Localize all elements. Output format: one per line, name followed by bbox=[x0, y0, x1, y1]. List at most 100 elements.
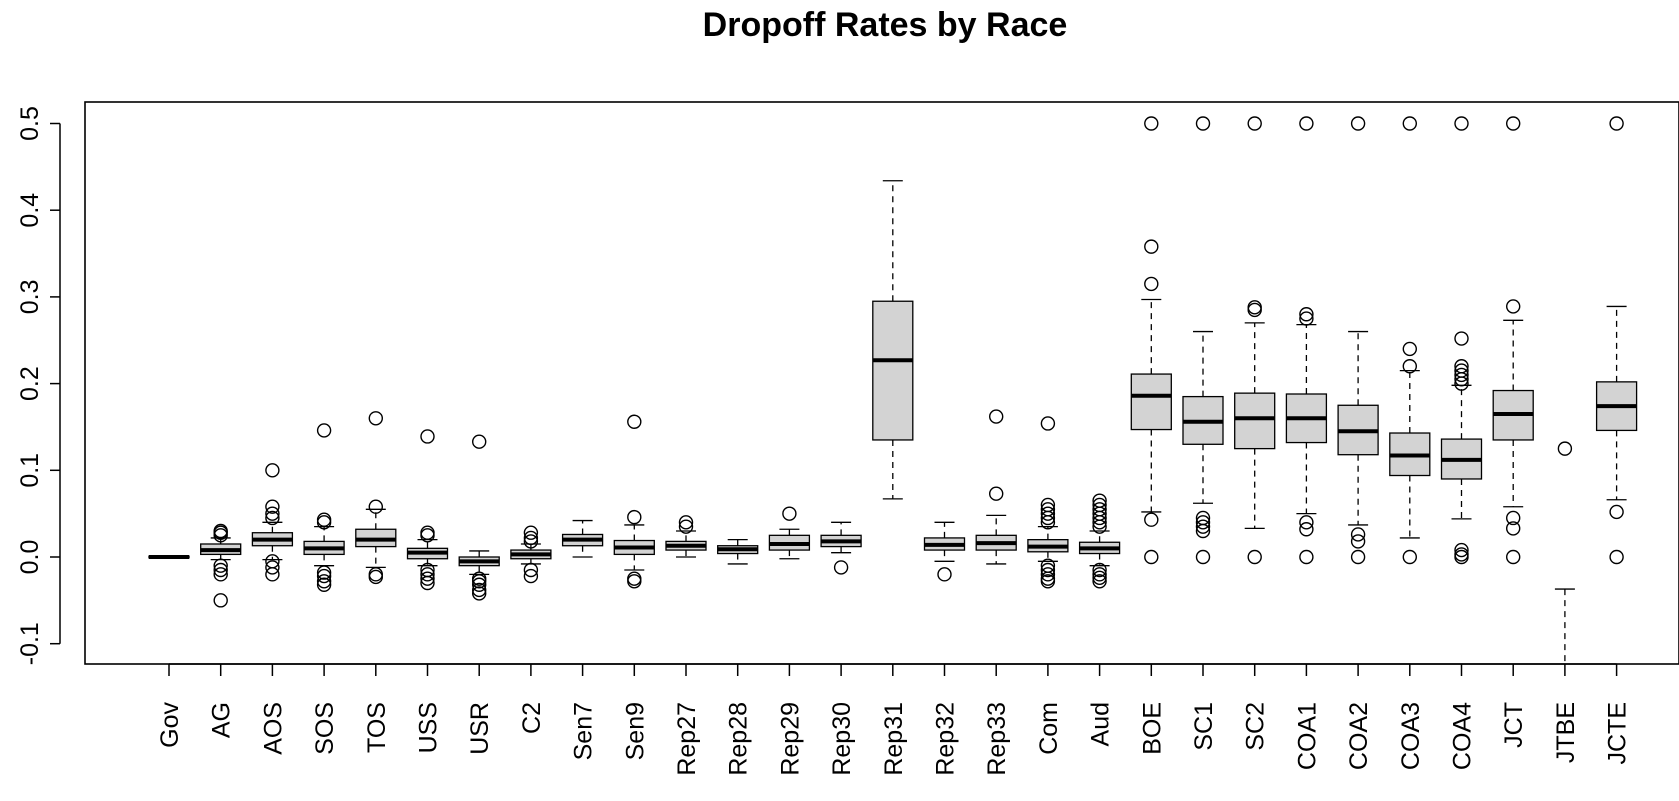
box-sc2 bbox=[1234, 116, 1276, 565]
box-rep30 bbox=[820, 521, 862, 575]
outlier-point bbox=[1454, 331, 1469, 346]
y-tick-label: 0.1 bbox=[16, 453, 44, 488]
x-tick-label: Rep27 bbox=[673, 702, 701, 776]
outlier-point bbox=[265, 510, 280, 526]
x-tick-label: JTBE bbox=[1552, 702, 1580, 763]
outlier-point bbox=[1505, 521, 1521, 536]
x-tick-label: SC2 bbox=[1242, 702, 1270, 751]
outlier-point bbox=[316, 512, 332, 527]
box-aud bbox=[1078, 493, 1121, 589]
outlier-point bbox=[523, 562, 539, 578]
outlier-point bbox=[1195, 549, 1211, 565]
outlier-point bbox=[265, 506, 280, 521]
outlier-point bbox=[1144, 549, 1159, 565]
outlier-point bbox=[420, 571, 435, 586]
y-tick-label: 0.0 bbox=[16, 540, 44, 575]
box-usr bbox=[458, 434, 500, 601]
outlier-point bbox=[1040, 506, 1056, 521]
x-tick-label: Com bbox=[1035, 702, 1063, 755]
outlier-point bbox=[1040, 497, 1056, 513]
outlier-point bbox=[1195, 519, 1211, 534]
box-rep32 bbox=[923, 521, 966, 582]
outlier-point bbox=[523, 568, 539, 584]
outlier-point bbox=[1402, 116, 1418, 131]
x-tick-label: SOS bbox=[311, 702, 339, 755]
x-tick-label: Rep32 bbox=[932, 702, 960, 776]
outlier-point bbox=[472, 571, 487, 586]
y-axis: -0.1 0.0 0.1 0.2 0.3 0.4 0.5 bbox=[16, 106, 61, 665]
x-tick-label: AOS bbox=[259, 702, 287, 755]
box-rep27 bbox=[665, 515, 707, 558]
x-tick-label: Aud bbox=[1087, 702, 1115, 746]
outlier-point bbox=[1505, 549, 1521, 565]
box-com bbox=[1027, 416, 1069, 589]
outlier-point bbox=[627, 509, 642, 525]
outlier-point bbox=[1454, 116, 1469, 131]
box-c2 bbox=[510, 525, 552, 584]
outlier-point bbox=[1144, 239, 1159, 254]
box-iqr bbox=[872, 300, 914, 441]
box-aos bbox=[251, 463, 294, 582]
outlier-point bbox=[420, 562, 435, 578]
box-tos bbox=[355, 411, 397, 585]
outlier-point bbox=[1609, 504, 1624, 520]
outlier-point bbox=[1092, 567, 1107, 582]
outlier-point bbox=[1092, 570, 1107, 586]
box-iqr bbox=[1130, 373, 1172, 431]
outlier-point bbox=[1144, 116, 1159, 131]
outlier-point bbox=[1350, 534, 1366, 549]
outlier-point bbox=[1195, 116, 1211, 131]
outlier-point bbox=[472, 577, 487, 592]
outlier-point bbox=[1092, 497, 1107, 513]
box-coa2 bbox=[1337, 116, 1379, 565]
x-tick-label: Rep31 bbox=[880, 702, 908, 776]
y-tick-label: 0.5 bbox=[16, 106, 44, 141]
x-tick-label: COA3 bbox=[1397, 702, 1425, 770]
box-sc1 bbox=[1182, 116, 1224, 565]
outlier-point bbox=[420, 525, 435, 540]
outlier-point bbox=[1144, 276, 1159, 292]
outlier-point bbox=[420, 567, 435, 582]
outlier-point bbox=[1299, 307, 1314, 322]
box-rep33 bbox=[975, 409, 1017, 565]
x-tick-label: Sen7 bbox=[570, 702, 598, 760]
outlier-point bbox=[368, 499, 383, 514]
outlier-point bbox=[1092, 562, 1107, 578]
outlier-point bbox=[1299, 549, 1314, 565]
outlier-point bbox=[265, 463, 280, 478]
outlier-point bbox=[265, 499, 280, 514]
outlier-point bbox=[989, 486, 1004, 501]
x-tick-label: COA4 bbox=[1449, 702, 1477, 770]
x-tick-label: AG bbox=[208, 702, 236, 738]
box-coa3 bbox=[1389, 116, 1431, 565]
outlier-point bbox=[1040, 567, 1056, 582]
box-sos bbox=[303, 423, 345, 592]
outlier-point bbox=[1454, 542, 1469, 558]
outlier-point bbox=[1092, 493, 1107, 508]
y-tick-label: 0.2 bbox=[16, 366, 44, 401]
outlier-point bbox=[1350, 116, 1366, 131]
outlier-point bbox=[1505, 299, 1521, 314]
outlier-point bbox=[678, 515, 694, 530]
x-tick-label: C2 bbox=[518, 702, 546, 734]
outlier-point bbox=[1454, 359, 1469, 374]
outlier-point bbox=[1299, 116, 1314, 131]
box-jtbe bbox=[1554, 441, 1575, 664]
outlier-point bbox=[213, 593, 228, 608]
x-tick-label: Rep29 bbox=[776, 702, 804, 776]
y-tick-label: 0.4 bbox=[16, 193, 44, 228]
chart-title: Dropoff Rates by Race bbox=[703, 6, 1068, 44]
outlier-point bbox=[265, 560, 280, 575]
outlier-point bbox=[782, 506, 797, 521]
outlier-point bbox=[265, 554, 280, 569]
outlier-point bbox=[368, 567, 383, 582]
box-gov bbox=[148, 555, 190, 559]
box-sen7 bbox=[561, 519, 604, 558]
box-coa4 bbox=[1440, 116, 1483, 565]
outlier-point bbox=[523, 534, 539, 549]
outlier-point bbox=[213, 523, 228, 539]
outlier-point bbox=[1040, 562, 1056, 578]
x-tick-label: COA1 bbox=[1293, 702, 1321, 770]
box-sen9 bbox=[613, 414, 655, 589]
x-tick-label: JCT bbox=[1500, 702, 1528, 748]
